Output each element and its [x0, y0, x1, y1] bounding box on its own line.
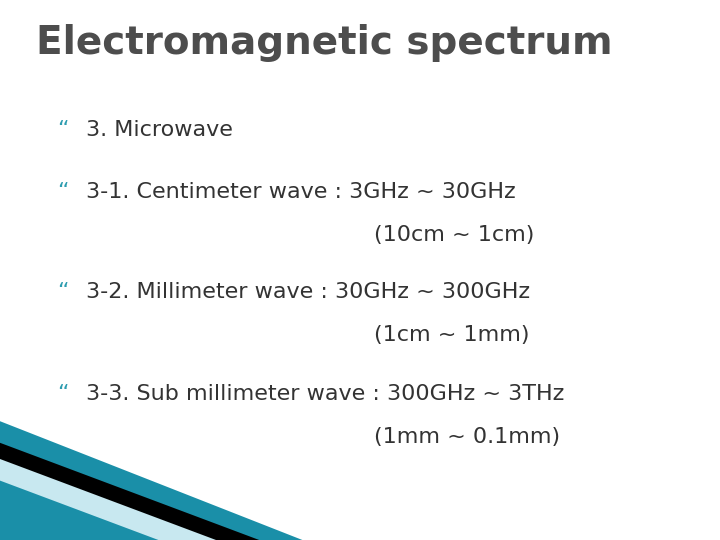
Polygon shape — [0, 443, 259, 540]
Text: 3. Microwave: 3. Microwave — [86, 119, 233, 140]
Polygon shape — [0, 421, 302, 540]
Text: 3-2. Millimeter wave : 30GHz ~ 300GHz: 3-2. Millimeter wave : 30GHz ~ 300GHz — [86, 281, 531, 302]
Text: (1mm ~ 0.1mm): (1mm ~ 0.1mm) — [374, 427, 561, 448]
Text: (10cm ~ 1cm): (10cm ~ 1cm) — [374, 225, 535, 245]
Text: 3-1. Centimeter wave : 3GHz ~ 30GHz: 3-1. Centimeter wave : 3GHz ~ 30GHz — [86, 181, 516, 202]
Text: (1cm ~ 1mm): (1cm ~ 1mm) — [374, 325, 530, 345]
Text: “: “ — [58, 119, 69, 140]
Text: 3-3. Sub millimeter wave : 300GHz ~ 3THz: 3-3. Sub millimeter wave : 300GHz ~ 3THz — [86, 384, 564, 404]
Text: “: “ — [58, 281, 69, 302]
Text: “: “ — [58, 384, 69, 404]
Text: “: “ — [58, 181, 69, 202]
Polygon shape — [0, 459, 216, 540]
Text: Electromagnetic spectrum: Electromagnetic spectrum — [36, 24, 613, 62]
Polygon shape — [0, 481, 158, 540]
